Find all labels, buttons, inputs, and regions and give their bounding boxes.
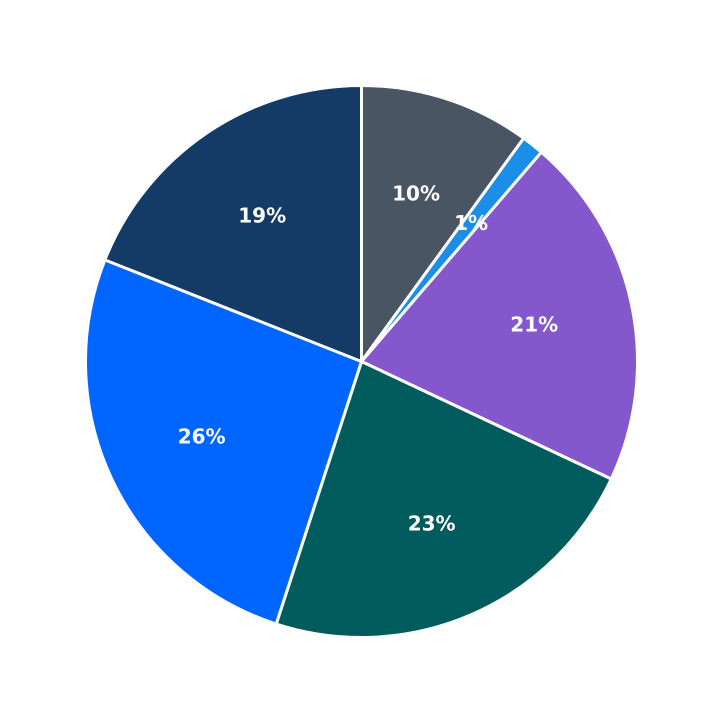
pie-slice-label-3: 21% <box>510 313 558 337</box>
pie-slices <box>84 84 639 639</box>
pie-slice-6 <box>103 84 363 363</box>
pie-slice-label-2: 1% <box>454 211 488 235</box>
pie-slice-1 <box>360 84 526 363</box>
pie-slice-label-6: 19% <box>238 203 286 227</box>
pie-slice-label-1: 10% <box>392 182 440 206</box>
pie-slice-3 <box>360 150 639 481</box>
pie-labels: 10% 1% 21% 23% 26% 19% <box>178 182 558 536</box>
pie-slice-label-5: 26% <box>178 425 226 449</box>
pie-slice-5 <box>84 258 363 626</box>
pie-slice-label-4: 23% <box>408 512 456 536</box>
pie-slice-4 <box>274 360 613 639</box>
